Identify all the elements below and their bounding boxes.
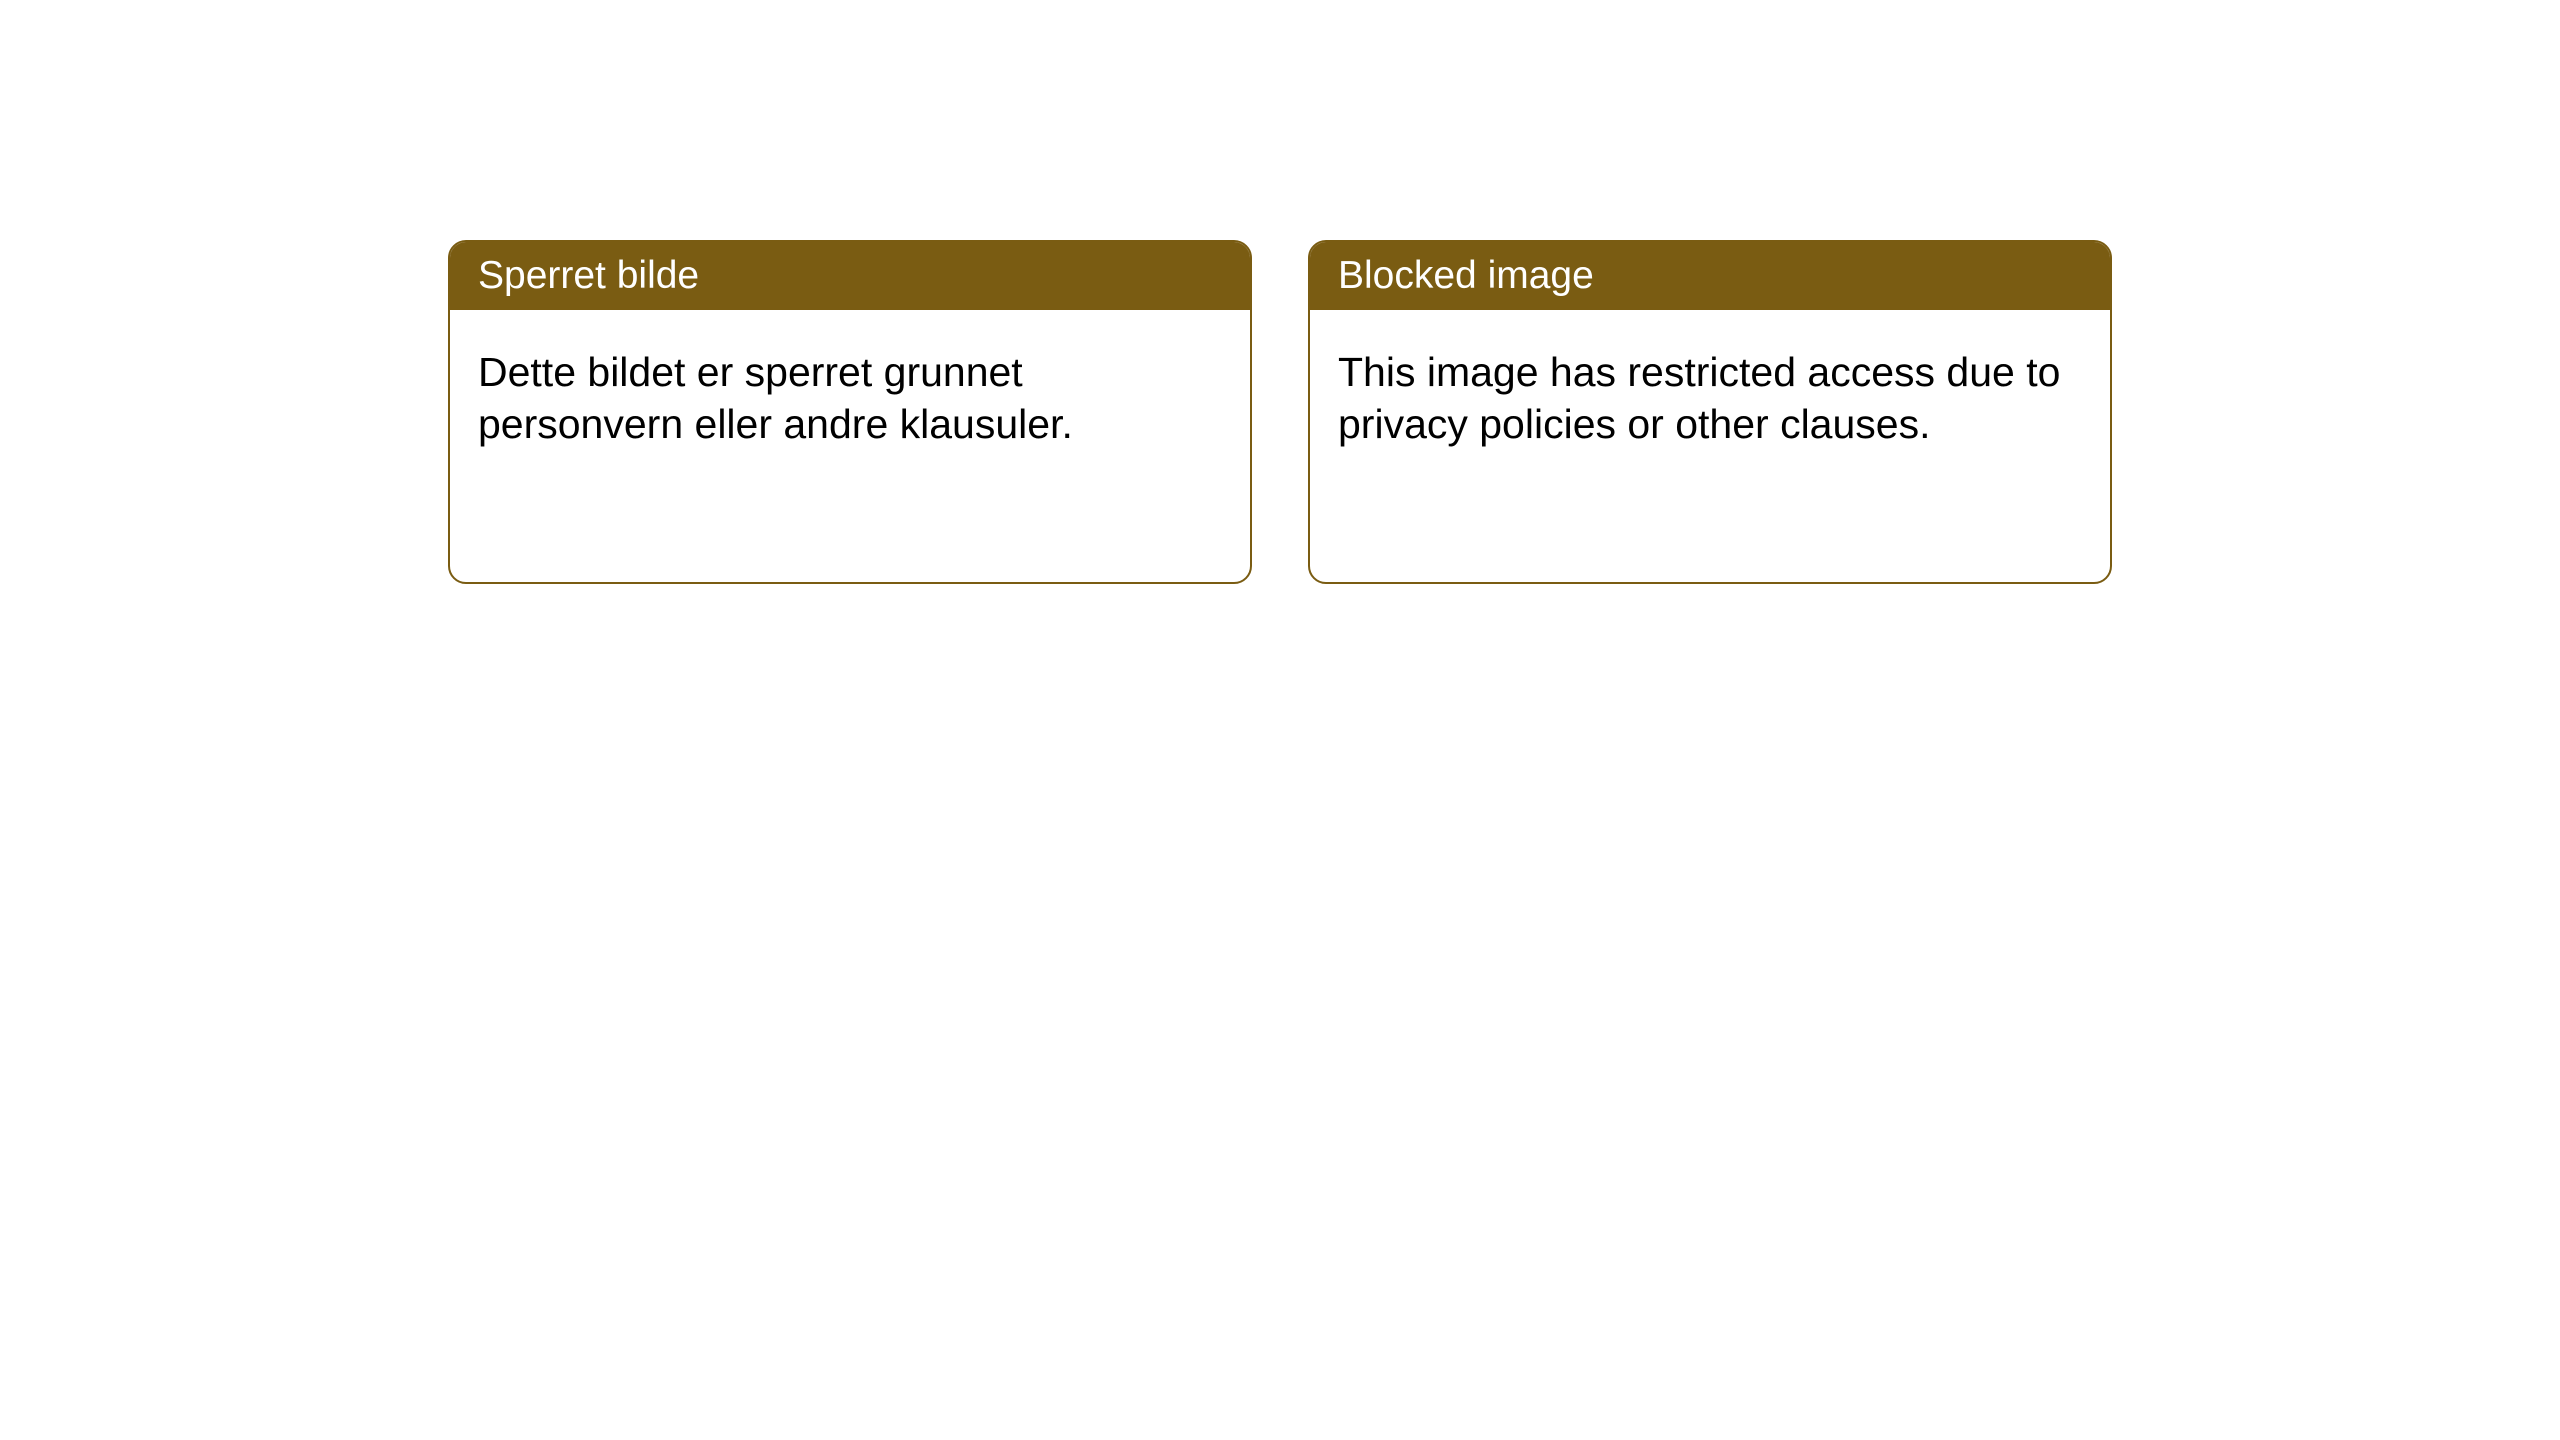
card-body-no: Dette bildet er sperret grunnet personve… [450,310,1250,582]
card-message-en: This image has restricted access due to … [1338,349,2060,447]
blocked-image-card-no: Sperret bilde Dette bildet er sperret gr… [448,240,1252,584]
card-header-no: Sperret bilde [450,242,1250,310]
blocked-image-card-en: Blocked image This image has restricted … [1308,240,2112,584]
card-header-en: Blocked image [1310,242,2110,310]
blocked-image-cards: Sperret bilde Dette bildet er sperret gr… [448,240,2112,584]
card-message-no: Dette bildet er sperret grunnet personve… [478,349,1073,447]
card-title-no: Sperret bilde [478,254,699,297]
card-body-en: This image has restricted access due to … [1310,310,2110,582]
card-title-en: Blocked image [1338,254,1594,297]
